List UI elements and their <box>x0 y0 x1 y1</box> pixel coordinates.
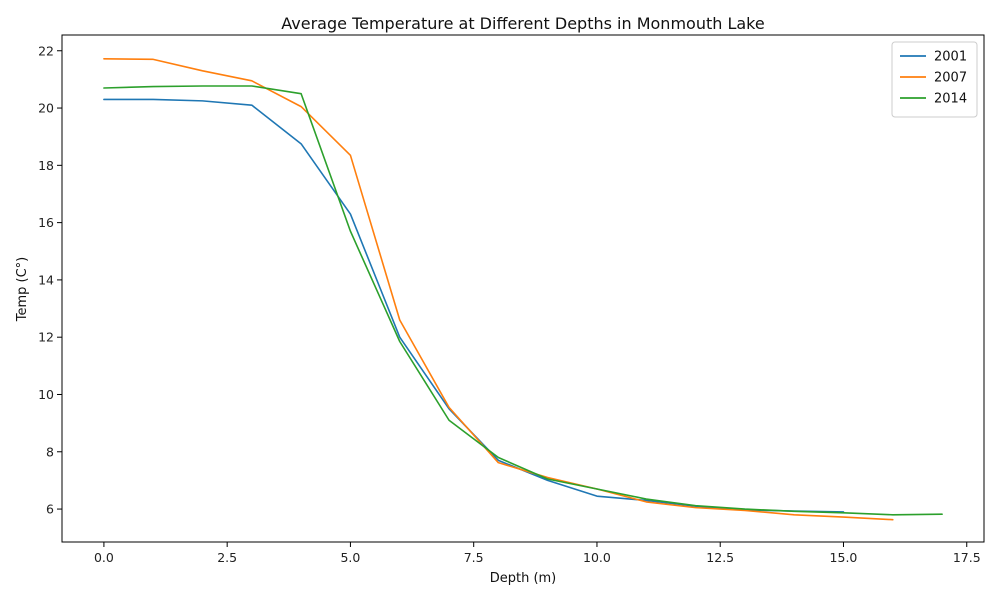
x-tick-label: 10.0 <box>583 550 611 565</box>
x-tick-label: 2.5 <box>217 550 237 565</box>
series-line-2001 <box>103 98 845 513</box>
series-line-2014 <box>103 85 943 516</box>
legend-label-2014: 2014 <box>934 92 967 107</box>
series-line-2007 <box>103 57 894 521</box>
plot-lines <box>103 57 943 521</box>
x-axis-label: Depth (m) <box>490 571 557 586</box>
y-tick-label: 10 <box>38 387 54 402</box>
legend-label-2001: 2001 <box>934 50 967 65</box>
x-tick-label: 15.0 <box>830 550 858 565</box>
y-tick-label: 6 <box>46 502 54 517</box>
y-tick-label: 20 <box>38 101 54 116</box>
x-tick-label: 0.0 <box>94 550 114 565</box>
y-tick-label: 8 <box>46 444 54 459</box>
plot-frame <box>61 34 985 543</box>
y-tick-label: 18 <box>38 158 54 173</box>
legend-label-2007: 2007 <box>934 71 967 86</box>
chart-title: Average Temperature at Different Depths … <box>281 14 764 33</box>
y-tick-label: 12 <box>38 330 54 345</box>
y-axis: 6 8 10 12 14 16 18 20 22 <box>38 43 62 517</box>
x-tick-label: 12.5 <box>706 550 734 565</box>
y-tick-label: 14 <box>38 272 54 287</box>
legend: 2001 2007 2014 <box>891 41 978 118</box>
x-tick-label: 17.5 <box>953 550 981 565</box>
y-tick-label: 22 <box>38 43 54 58</box>
y-tick-label: 16 <box>38 215 54 230</box>
x-axis: 0.0 2.5 5.0 7.5 10.0 12.5 15.0 17.5 <box>94 542 981 565</box>
x-tick-label: 7.5 <box>464 550 484 565</box>
y-axis-label: Temp (C°) <box>15 257 30 323</box>
x-tick-label: 5.0 <box>340 550 360 565</box>
